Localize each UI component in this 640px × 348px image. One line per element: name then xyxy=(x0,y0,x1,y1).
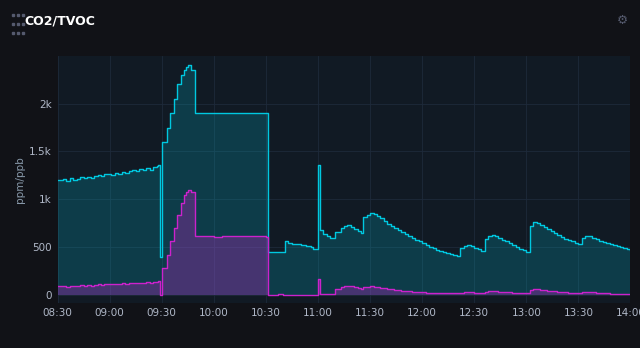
Text: CO2/TVOC: CO2/TVOC xyxy=(24,14,95,27)
Text: ⚙: ⚙ xyxy=(617,14,628,27)
Y-axis label: ppm/ppb: ppm/ppb xyxy=(15,156,25,203)
